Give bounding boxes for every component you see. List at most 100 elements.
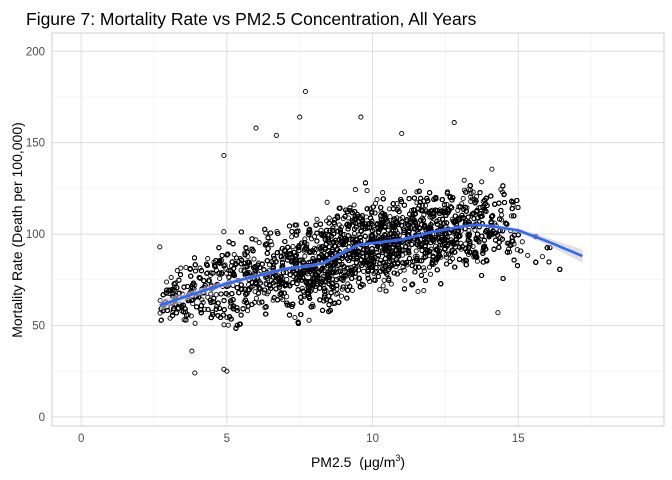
scatter-point bbox=[245, 308, 251, 314]
panel-border bbox=[51, 32, 665, 427]
scatter-point bbox=[294, 222, 300, 228]
scatter-point bbox=[413, 248, 419, 254]
scatter-point bbox=[352, 187, 358, 193]
scatter-point bbox=[371, 270, 377, 277]
scatter-point bbox=[401, 267, 407, 273]
scatter-point bbox=[253, 295, 259, 301]
scatter-point bbox=[468, 198, 474, 204]
scatter-point bbox=[444, 202, 450, 208]
scatter-point bbox=[256, 240, 262, 246]
scatter-point bbox=[238, 267, 244, 273]
scatter-point bbox=[231, 251, 237, 258]
scatter-point bbox=[507, 249, 513, 255]
scatter-point bbox=[415, 288, 421, 295]
scatter-point bbox=[470, 189, 476, 195]
scatter-point bbox=[316, 244, 322, 250]
scatter-point bbox=[289, 234, 295, 240]
scatter-point bbox=[402, 277, 408, 284]
scatter-point bbox=[308, 236, 315, 242]
scatter-point bbox=[525, 252, 531, 258]
scatter-point bbox=[470, 243, 476, 249]
scatter-point bbox=[201, 306, 208, 312]
scatter-point bbox=[178, 265, 184, 271]
scatter-point bbox=[427, 271, 434, 277]
scatter-point bbox=[221, 322, 227, 328]
scatter-point bbox=[183, 264, 189, 271]
scatter-point bbox=[224, 315, 230, 321]
scatter-point bbox=[461, 177, 467, 183]
scatter-point bbox=[421, 288, 427, 294]
scatter-point bbox=[168, 274, 174, 280]
scatter-point bbox=[372, 200, 379, 206]
scatter-point bbox=[314, 216, 320, 222]
scatter-point bbox=[292, 314, 298, 321]
scatter-point bbox=[197, 265, 203, 271]
scatter-point bbox=[432, 243, 439, 249]
scatter-points bbox=[157, 88, 563, 376]
scatter-point bbox=[157, 310, 163, 316]
scatter-point bbox=[208, 270, 214, 276]
scatter-point bbox=[380, 283, 386, 289]
scatter-point bbox=[349, 287, 355, 293]
scatter-point bbox=[205, 256, 211, 262]
scatter-point bbox=[460, 195, 466, 202]
scatter-point bbox=[435, 234, 441, 240]
scatter-point bbox=[394, 201, 400, 207]
scatter-point bbox=[412, 211, 418, 218]
scatter-point bbox=[324, 199, 330, 205]
scatter-point bbox=[224, 270, 230, 276]
scatter-point bbox=[299, 285, 305, 291]
scatter-point bbox=[213, 292, 219, 298]
scatter-point bbox=[377, 287, 383, 293]
scatter-point bbox=[381, 277, 387, 283]
scatter-point bbox=[217, 275, 223, 282]
scatter-point bbox=[338, 293, 345, 299]
scatter-point bbox=[471, 215, 477, 221]
scatter-point bbox=[465, 234, 471, 240]
scatter-point bbox=[365, 272, 371, 278]
scatter-point bbox=[418, 178, 425, 185]
scatter-point bbox=[312, 287, 318, 293]
scatter-point bbox=[158, 317, 165, 323]
scatter-point bbox=[284, 276, 290, 283]
scatter-point bbox=[280, 297, 286, 303]
scatter-point bbox=[301, 294, 307, 300]
scatter-point bbox=[222, 262, 228, 268]
scatter-point bbox=[519, 239, 525, 245]
scatter-point bbox=[302, 253, 308, 259]
scatter-point bbox=[449, 256, 456, 262]
scatter-point bbox=[421, 265, 427, 271]
scatter-point bbox=[499, 212, 505, 218]
scatter-point bbox=[205, 294, 211, 300]
scatter-point bbox=[361, 268, 367, 274]
scatter-point bbox=[364, 188, 370, 194]
scatter-point bbox=[188, 313, 194, 319]
scatter-point bbox=[192, 320, 198, 326]
scatter-point bbox=[458, 228, 464, 234]
scatter-point bbox=[414, 189, 420, 195]
scatter-point bbox=[421, 268, 427, 274]
scatter-point bbox=[394, 215, 400, 221]
grid-lines bbox=[52, 33, 664, 426]
scatter-point bbox=[414, 200, 420, 206]
scatter-point bbox=[387, 214, 393, 220]
scatter-point bbox=[279, 257, 285, 263]
scatter-point bbox=[158, 317, 164, 324]
scatter-point bbox=[419, 203, 426, 209]
scatter-point bbox=[226, 274, 232, 280]
scatter-point bbox=[505, 246, 512, 252]
scatter-point bbox=[251, 256, 257, 262]
scatter-point bbox=[401, 189, 408, 195]
scatter-point bbox=[459, 201, 465, 207]
scatter-point bbox=[205, 270, 211, 276]
scatter-point bbox=[199, 297, 205, 303]
scatter-point bbox=[539, 254, 545, 260]
scatter-point bbox=[461, 258, 467, 264]
scatter-point bbox=[268, 239, 274, 245]
scatter-point bbox=[479, 179, 485, 185]
scatter-point bbox=[338, 224, 344, 230]
scatter-point bbox=[339, 286, 345, 292]
scatter-point bbox=[167, 315, 173, 321]
scatter-point bbox=[489, 166, 495, 172]
